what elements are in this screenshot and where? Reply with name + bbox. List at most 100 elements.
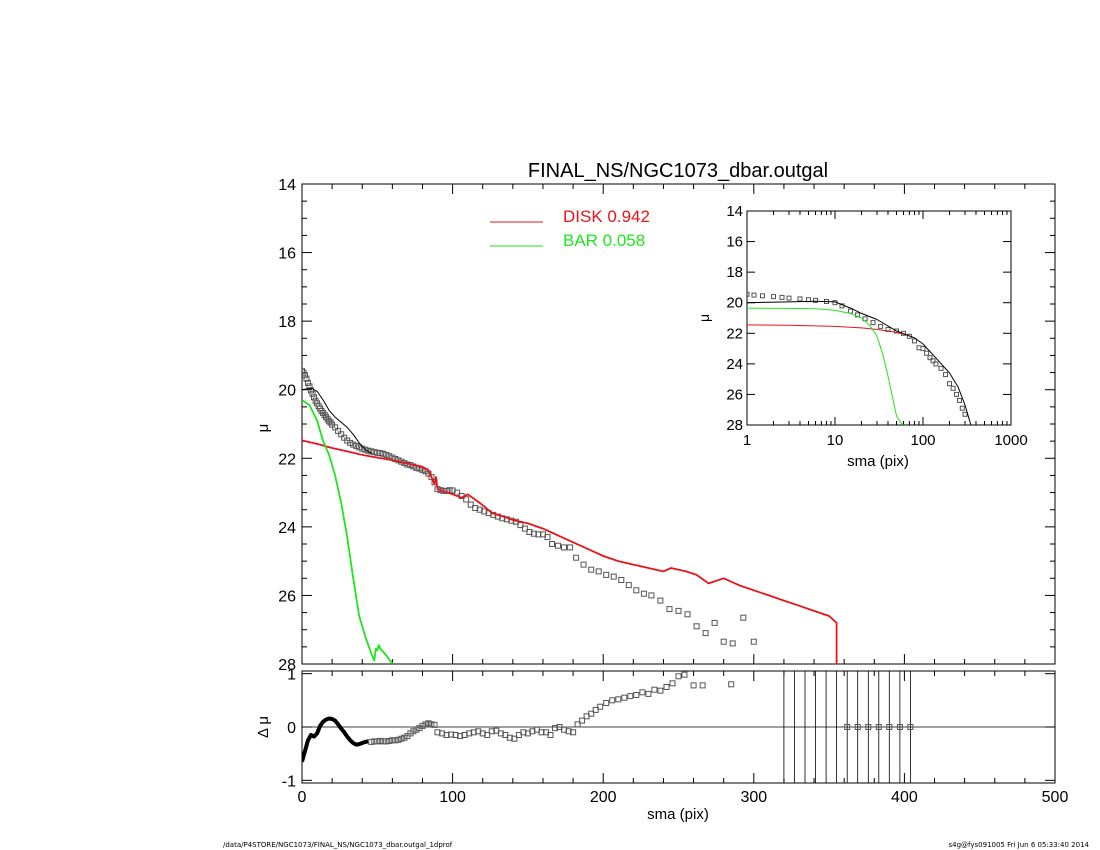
res-xtick-label: 200 [590,789,617,806]
res-data-point [651,686,658,693]
res-xtick-label: 500 [1042,789,1069,806]
res-data-point [592,706,599,713]
res-data-point [431,721,438,728]
main-ytick-label: 28 [278,657,296,674]
inset-data-point [957,398,962,403]
inset-data-point [786,295,792,301]
legend-bar-label: BAR 0.058 [563,231,645,250]
res-data-point [410,728,417,735]
res-data-point [865,724,872,730]
footer-file-path: /data/P4STORE/NGC1073/FINAL_NS/NGC1073_d… [223,841,453,849]
inset-total-model-line [747,300,972,425]
main-data-point [603,571,610,578]
inset-xtick-label: 1000 [994,432,1027,449]
res-data-point [621,694,628,701]
res-data-point [547,732,554,738]
inset-ytick-label: 22 [726,325,743,342]
main-data-point [303,375,310,382]
inset-data-point [947,381,952,387]
res-data-point [690,682,697,689]
inset-disk-line [747,324,904,335]
res-data-point [854,724,861,730]
main-data-point [302,372,308,379]
inset-data-point [912,338,917,344]
inset-ytick-label: 14 [726,203,743,220]
inset-data-point [924,350,930,356]
inset-series [747,291,972,425]
inset-data-point [747,291,750,297]
inset-data-point [950,385,956,391]
inset-data-point [954,391,959,397]
main-data-point [305,379,311,386]
residual-ylabel: Δ μ [255,716,272,738]
main-data-point [648,592,655,599]
main-title: FINAL_NS/NGC1073_dbar.outgal [528,160,828,182]
residual-series [302,671,914,783]
inset-data-point [878,323,884,329]
res-data-point [645,690,652,697]
res-data-point [627,693,634,700]
res-data-point [875,724,882,730]
main-data-point [610,573,617,580]
res-data-point [639,689,646,696]
inset-ytick-label: 16 [726,234,743,251]
inset-plot: 14 16 18 20 22 24 26 281 10 100 1000 sma (pix) μ [696,203,1028,470]
res-data-point [669,680,676,687]
main-data-point [702,630,709,637]
inset-data-point [959,405,965,411]
main-disk-line [302,439,838,664]
res-residual-inner-line [302,716,369,763]
residual-xlabel: sma (pix) [647,806,709,823]
inset-data-point [927,355,933,361]
res-data-point [844,724,851,730]
main-ytick-label: 16 [278,246,296,263]
res-data-point [663,684,670,690]
res-ytick-label: 0 [287,720,296,737]
main-data-point [580,561,587,568]
res-data-point [597,703,604,710]
res-data-point [896,724,903,730]
main-data-point [555,542,561,549]
inset-data-point [930,358,936,364]
res-data-point [657,687,664,694]
main-series [302,367,838,664]
main-total-model-line [302,387,372,454]
main-data-point [595,568,602,575]
inset-ytick-label: 18 [726,264,743,281]
main-ytick-label: 14 [278,177,296,194]
main-data-point [750,638,757,645]
main-ytick-label: 24 [278,520,296,537]
res-data-point [633,692,640,698]
main-data-point [544,534,551,541]
res-data-point [907,724,914,730]
res-series-group [302,671,914,783]
main-data-point [684,611,691,618]
inset-data-point [751,292,757,298]
res-xtick-label: 400 [891,789,918,806]
main-data-point [386,453,393,460]
main-series-group [302,367,838,664]
res-data-point [609,697,616,704]
inset-ytick-label: 26 [726,386,743,403]
main-data-point [675,607,682,614]
main-data-point [640,590,647,597]
res-data-point [588,710,595,717]
res-data-point [681,671,688,678]
inset-xtick-label: 1 [743,432,751,449]
main-data-point [633,587,640,594]
main-axes: 14 16 18 20 22 24 26 28 [278,177,1056,674]
main-data-point [657,597,664,604]
res-data-point [579,717,586,724]
res-xtick-label: 300 [740,789,767,806]
inset-data-point [760,293,765,299]
inset-data-point [938,365,944,371]
main-ytick-label: 22 [278,451,296,468]
main-ytick-label: 18 [278,314,296,331]
main-data-point [720,638,727,645]
inset-data-point [920,346,926,352]
res-data-point [484,732,491,738]
main-ytick-label: 20 [278,383,296,400]
inset-xlabel: sma (pix) [847,453,909,470]
